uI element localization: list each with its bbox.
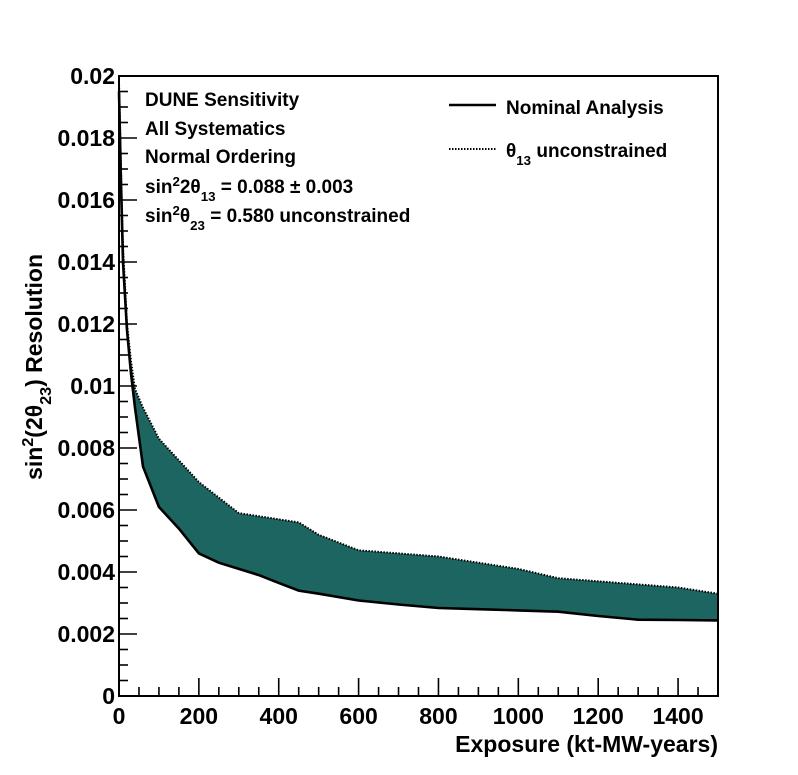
legend: Nominal Analysis θ13 unconstrained bbox=[449, 98, 667, 168]
x-tick-label: 0 bbox=[113, 703, 126, 729]
series-lines bbox=[117, 82, 719, 622]
x-tick-labels: 0 200 400 600 800 1000 1200 1400 bbox=[113, 703, 704, 729]
y-tick-label: 0.02 bbox=[70, 63, 115, 89]
theta13-unconstrained-line bbox=[118, 82, 719, 595]
y-tick-label: 0.014 bbox=[57, 249, 115, 275]
axis-ticks bbox=[118, 75, 719, 697]
y-tick-label: 0.008 bbox=[57, 435, 115, 461]
y-tick-label: 0.002 bbox=[57, 621, 115, 647]
y-tick-label: 0.01 bbox=[70, 373, 115, 399]
chart-annotations: DUNE Sensitivity All Systematics Normal Or… bbox=[145, 90, 410, 233]
x-axis-title: Exposure (kt-MW-years) bbox=[455, 731, 718, 757]
y-axis-title: sin2(2θ23) Resolution bbox=[19, 254, 55, 480]
annotation-line: DUNE Sensitivity bbox=[145, 90, 300, 111]
annotation-line: sin22θ13 = 0.088 ± 0.003 bbox=[145, 174, 353, 204]
annotation-line: Normal Ordering bbox=[145, 147, 296, 168]
y-tick-label: 0.018 bbox=[57, 125, 115, 151]
x-tick-label: 1000 bbox=[493, 703, 544, 729]
y-tick-label: 0.012 bbox=[57, 311, 115, 337]
legend-label-nominal: Nominal Analysis bbox=[506, 98, 664, 119]
y-tick-labels: 0 0.002 0.004 0.006 0.008 0.01 0.012 0.014 0.016… bbox=[57, 63, 115, 709]
annotation-line: All Systematics bbox=[145, 119, 285, 140]
annotation-line: sin2θ23 = 0.580 unconstrained bbox=[145, 203, 410, 233]
nominal-analysis-line bbox=[117, 91, 719, 622]
x-tick-label: 800 bbox=[419, 703, 457, 729]
x-tick-label: 400 bbox=[260, 703, 298, 729]
y-tick-label: 0.016 bbox=[57, 187, 115, 213]
x-tick-label: 200 bbox=[180, 703, 218, 729]
x-tick-label: 600 bbox=[339, 703, 377, 729]
y-tick-label: 0 bbox=[102, 683, 115, 709]
y-tick-label: 0.004 bbox=[57, 559, 115, 585]
y-tick-label: 0.006 bbox=[57, 497, 115, 523]
x-tick-label: 1200 bbox=[573, 703, 624, 729]
x-tick-label: 1400 bbox=[652, 703, 703, 729]
legend-label-theta13: θ13 unconstrained bbox=[506, 141, 667, 168]
